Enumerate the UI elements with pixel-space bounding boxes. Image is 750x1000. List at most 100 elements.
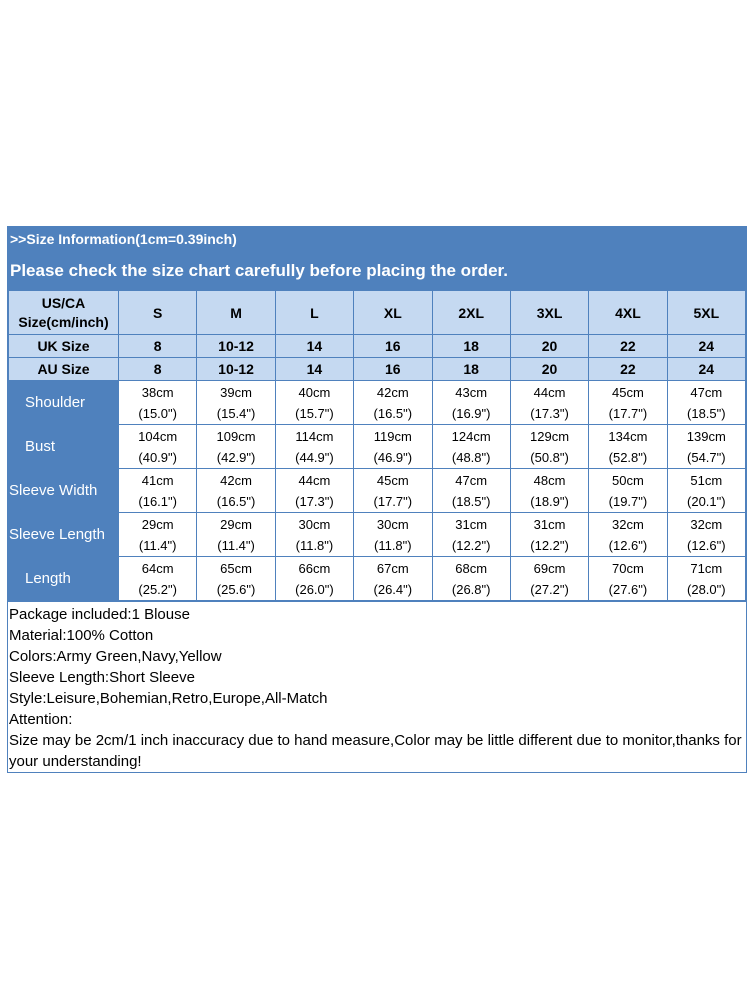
measurement-label-cell: Shoulder (8, 380, 119, 425)
uk-size-cell: 24 (666, 334, 747, 358)
size-header-cell: XL (353, 290, 433, 335)
value-inch: (17.3") (530, 405, 569, 421)
value-inch: (18.5") (451, 493, 491, 509)
corner-line1: US/CA (41, 294, 86, 311)
value-cm: 71cm (690, 560, 723, 576)
value-cm: 134cm (608, 428, 648, 444)
value-inch: (42.9") (216, 449, 256, 465)
measurement-row-bust: Bust 104cm (40.9") 109cm (42.9") 114cm (44.9")… (8, 424, 747, 469)
measurement-value-cell: 32cm (12.6") (666, 512, 747, 557)
value-inch: (26.0") (295, 581, 334, 597)
measurement-label: Bust (25, 438, 56, 455)
value-inch: (11.4") (138, 537, 177, 553)
measurement-value-cell: 44cm (17.3") (274, 468, 355, 513)
value-inch: (40.9") (138, 449, 177, 465)
value-cm: 42cm (376, 384, 409, 400)
value-inch: (16.5") (373, 405, 413, 421)
value-inch: (17.7") (373, 493, 413, 509)
size-header-cell: L (274, 290, 355, 335)
measurement-value-cell: 114cm (44.9") (274, 424, 355, 469)
note-line: Attention: (9, 711, 73, 728)
value-inch: (12.6") (687, 537, 726, 553)
value-inch: (12.2") (451, 537, 491, 553)
value-inch: (18.5") (687, 405, 726, 421)
measurement-value-cell: 47cm (18.5") (666, 380, 747, 425)
measurement-row-sleeve-length: Sleeve Length 29cm (11.4") 29cm (11.4") 30cm (… (8, 512, 747, 557)
value-cm: 29cm (220, 516, 252, 532)
value-cm: 69cm (533, 560, 566, 576)
value-cm: 129cm (530, 428, 570, 444)
note-line: Style:Leisure,Bohemian,Retro,Europe,All-… (9, 690, 328, 707)
measurement-value-cell: 29cm (11.4") (196, 512, 276, 557)
measurement-row-sleeve-width: Sleeve Width 41cm (16.1") 42cm (16.5") 44cm (1… (8, 468, 747, 513)
measurement-value-cell: 51cm (20.1") (666, 468, 747, 513)
value-cm: 47cm (690, 384, 723, 400)
value-cm: 38cm (141, 384, 174, 400)
measurement-value-cell: 43cm (16.9") (431, 380, 511, 425)
measurement-value-cell: 70cm (27.6") (588, 556, 668, 601)
value-inch: (11.4") (217, 537, 255, 553)
measurement-value-cell: 30cm (11.8") (353, 512, 433, 557)
value-cm: 104cm (138, 428, 178, 444)
au-size-cell: 8 (117, 357, 198, 381)
measurement-value-cell: 32cm (12.6") (588, 512, 668, 557)
value-cm: 43cm (455, 384, 488, 400)
measurement-value-cell: 68cm (26.8") (431, 556, 511, 601)
value-cm: 32cm (612, 516, 644, 532)
uk-size-label: UK Size (8, 334, 119, 358)
measurement-value-cell: 40cm (15.7") (274, 380, 355, 425)
measurement-value-cell: 39cm (15.4") (196, 380, 276, 425)
value-cm: 67cm (376, 560, 409, 576)
measurement-label-cell: Length (8, 556, 119, 601)
measurement-value-cell: 41cm (16.1") (117, 468, 198, 513)
au-size-label: AU Size (8, 357, 119, 381)
value-inch: (54.7") (687, 449, 726, 465)
note-line: Sleeve Length:Short Sleeve (9, 669, 195, 686)
size-table: US/CA Size(cm/inch) S M L XL 2XL 3XL 4XL 5XL UK Si… (8, 290, 747, 601)
value-cm: 42cm (220, 472, 252, 488)
note-line: Size may be 2cm/1 inch inaccuracy due to… (9, 732, 742, 770)
measurement-value-cell: 44cm (17.3") (509, 380, 590, 425)
measurement-row-shoulder: Shoulder 38cm (15.0") 39cm (15.4") 40cm (15.7"… (8, 380, 747, 425)
value-inch: (25.2") (138, 581, 177, 597)
value-inch: (25.6") (216, 581, 256, 597)
measurement-label-cell: Bust (8, 424, 119, 469)
measurement-value-cell: 69cm (27.2") (509, 556, 590, 601)
product-notes: Package included:1 Blouse Material:100% C… (8, 601, 746, 772)
value-cm: 50cm (612, 472, 644, 488)
measurement-label: Sleeve Length (9, 526, 105, 543)
value-inch: (17.3") (295, 493, 334, 509)
value-cm: 109cm (216, 428, 256, 444)
measurement-value-cell: 42cm (16.5") (353, 380, 433, 425)
value-cm: 51cm (690, 472, 723, 488)
measurement-value-cell: 42cm (16.5") (196, 468, 276, 513)
value-inch: (27.6") (608, 581, 648, 597)
value-inch: (18.9") (530, 493, 569, 509)
size-header-cell: 5XL (666, 290, 747, 335)
measurement-value-cell: 71cm (28.0") (666, 556, 747, 601)
uk-size-cell: 20 (509, 334, 590, 358)
uk-size-cell: 10-12 (196, 334, 276, 358)
value-inch: (16.1") (138, 493, 177, 509)
value-inch: (28.0") (687, 581, 726, 597)
au-size-cell: 24 (666, 357, 747, 381)
measurement-value-cell: 65cm (25.6") (196, 556, 276, 601)
value-inch: (50.8") (530, 449, 569, 465)
measurement-value-cell: 45cm (17.7") (353, 468, 433, 513)
uk-size-cell: 16 (353, 334, 433, 358)
value-inch: (12.6") (608, 537, 648, 553)
value-cm: 48cm (533, 472, 566, 488)
value-inch: (52.8") (608, 449, 648, 465)
uk-size-cell: 22 (588, 334, 668, 358)
value-cm: 32cm (690, 516, 723, 532)
value-cm: 124cm (451, 428, 491, 444)
value-inch: (26.8") (451, 581, 491, 597)
uk-size-cell: 8 (117, 334, 198, 358)
value-cm: 44cm (533, 384, 566, 400)
size-header-row: US/CA Size(cm/inch) S M L XL 2XL 3XL 4XL 5XL (8, 290, 747, 335)
uk-size-cell: 18 (431, 334, 511, 358)
value-cm: 31cm (455, 516, 488, 532)
value-cm: 65cm (220, 560, 252, 576)
measurement-value-cell: 48cm (18.9") (509, 468, 590, 513)
value-inch: (11.8") (374, 537, 412, 553)
